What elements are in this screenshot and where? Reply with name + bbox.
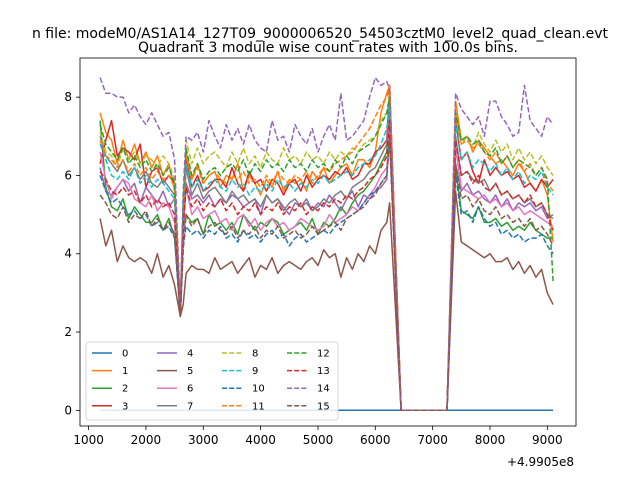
legend-label-7: 7 (187, 401, 193, 412)
x-axis: 1000 2000 3000 4000 5000 6000 7000 8000 9000 (73, 426, 563, 447)
legend-label-14: 14 (317, 384, 330, 395)
legend-label-12: 12 (317, 349, 330, 360)
x-tick-label: 8000 (475, 433, 506, 447)
chart-title: Quadrant 3 module wise count rates with … (138, 40, 518, 56)
legend-label-0: 0 (122, 349, 128, 360)
legend-label-4: 4 (187, 349, 193, 360)
legend-label-10: 10 (252, 384, 265, 395)
plot-frame (79, 57, 577, 427)
series-line-10 (99, 135, 554, 412)
series-line-5 (99, 190, 554, 412)
series-line-14 (99, 76, 554, 412)
legend-label-5: 5 (187, 366, 193, 377)
legend-label-11: 11 (252, 401, 265, 412)
series-line-2 (99, 104, 554, 412)
y-tick-label: 6 (64, 168, 72, 182)
x-tick-label: 2000 (131, 433, 162, 447)
x-tick-label: 1000 (73, 433, 104, 447)
y-tick-label: 8 (64, 90, 72, 104)
y-tick-label: 0 (64, 403, 72, 417)
legend-label-3: 3 (122, 401, 128, 412)
legend-label-6: 6 (187, 384, 193, 395)
y-tick-label: 2 (64, 325, 72, 339)
x-tick-label: 6000 (360, 433, 391, 447)
x-tick-label: 5000 (303, 433, 334, 447)
series-line-6 (99, 123, 554, 412)
x-tick-label: 3000 (188, 433, 219, 447)
legend-label-9: 9 (252, 366, 258, 377)
legend-label-13: 13 (317, 366, 330, 377)
figure-suptitle: n file: modeM0/AS1A14_127T09_9000006520_… (32, 26, 609, 42)
legend-label-15: 15 (317, 401, 330, 412)
legend-label-8: 8 (252, 349, 258, 360)
series-line-13 (99, 119, 554, 412)
series-line-12 (99, 96, 554, 412)
y-tick-label: 4 (64, 247, 72, 261)
y-axis: 0 2 4 6 8 (64, 90, 80, 417)
legend-label-2: 2 (122, 384, 128, 395)
x-tick-label: 4000 (245, 433, 276, 447)
series-line-15 (99, 139, 554, 412)
series-line-9 (99, 104, 554, 412)
legend-label-1: 1 (122, 366, 128, 377)
x-tick-label: 7000 (417, 433, 448, 447)
x-offset-label: +4.9905e8 (507, 455, 574, 469)
legend-box (85, 341, 339, 421)
series-line-7 (99, 100, 554, 412)
x-tick-label: 9000 (532, 433, 563, 447)
